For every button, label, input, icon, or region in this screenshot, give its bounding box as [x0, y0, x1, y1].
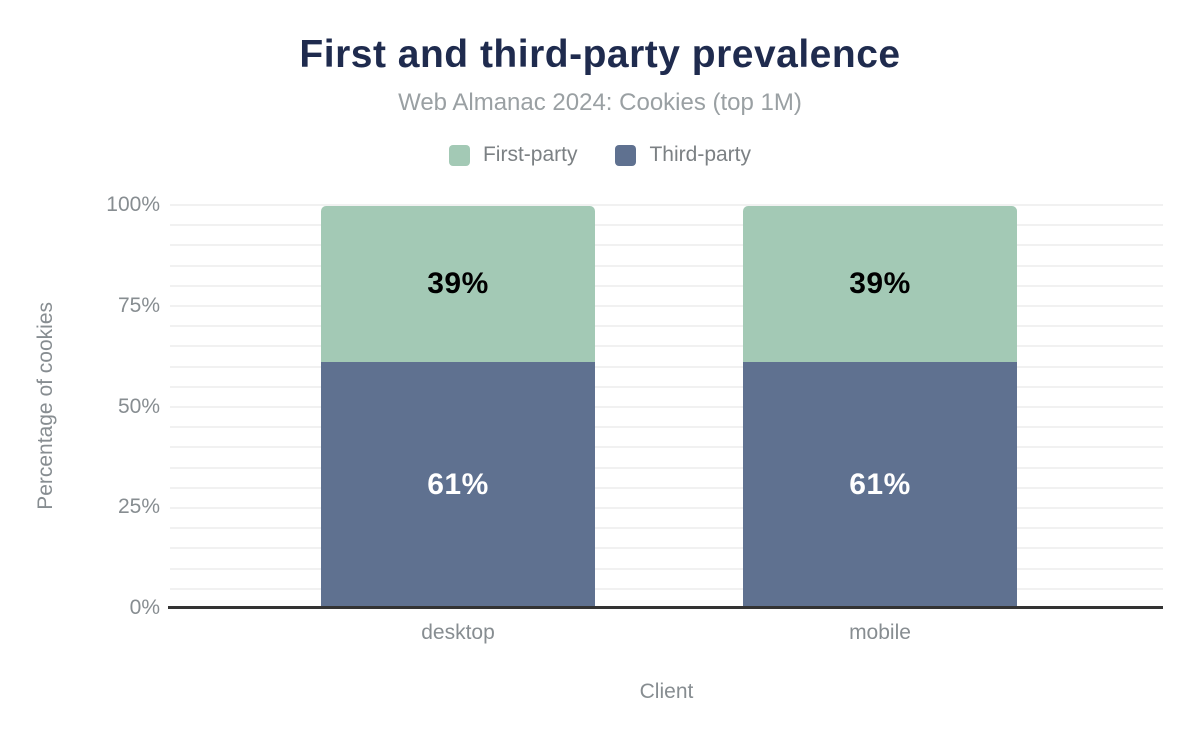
y-tick-label-0: 0%	[129, 596, 160, 619]
gridline	[170, 406, 1163, 408]
segment-third-party-desktop: 61%	[321, 361, 595, 608]
gridline	[170, 204, 1163, 206]
gridline	[170, 385, 1163, 388]
y-tick-label-100: 100%	[106, 193, 160, 216]
segment-third-party-mobile: 61%	[743, 361, 1017, 608]
gridline	[170, 486, 1163, 489]
y-tick-label-75: 75%	[117, 294, 160, 317]
value-label-first-party-mobile: 39%	[849, 267, 911, 300]
page-title: First and third-party prevalence	[299, 33, 901, 76]
value-label-third-party-desktop: 61%	[427, 467, 489, 501]
gridline	[170, 547, 1163, 550]
bar-desktop: 39% 61%	[321, 204, 595, 608]
category-label-desktop: desktop	[421, 621, 495, 644]
category-label-mobile: mobile	[849, 621, 911, 644]
gridline	[170, 527, 1163, 530]
legend: First-party Third-party	[0, 143, 1200, 167]
gridline	[170, 264, 1163, 267]
gridline	[170, 466, 1163, 469]
legend-item-first-party: First-party	[448, 143, 578, 167]
chart-subtitle: Web Almanac 2024: Cookies (top 1M)	[398, 89, 802, 116]
legend-label-third-party: Third-party	[649, 143, 752, 166]
gridline	[170, 325, 1163, 328]
gridline	[170, 305, 1163, 307]
value-label-first-party-desktop: 39%	[427, 267, 489, 300]
x-axis-line	[168, 606, 1163, 609]
third-party-swatch-icon	[615, 144, 637, 166]
x-axis-title: Client	[639, 680, 694, 703]
gridline	[170, 365, 1163, 368]
gridline	[170, 587, 1163, 590]
gridline	[170, 507, 1163, 509]
gridline	[170, 567, 1163, 570]
segment-first-party-mobile: 39%	[743, 206, 1017, 362]
value-label-third-party-mobile: 61%	[849, 467, 911, 501]
gridline	[170, 224, 1163, 227]
y-tick-label-25: 25%	[117, 495, 160, 518]
legend-label-first-party: First-party	[482, 143, 578, 166]
plot-area: 39% 61% 39% 61%	[170, 204, 1163, 608]
gridline	[170, 244, 1163, 247]
segment-first-party-desktop: 39%	[321, 206, 595, 362]
gridline	[170, 345, 1163, 348]
bar-mobile: 39% 61%	[743, 204, 1017, 608]
y-tick-label-50: 50%	[117, 395, 160, 418]
gridline	[170, 284, 1163, 287]
legend-item-third-party: Third-party	[615, 143, 751, 167]
first-party-swatch-icon	[448, 144, 470, 166]
gridline	[170, 446, 1163, 449]
gridline	[170, 426, 1163, 429]
